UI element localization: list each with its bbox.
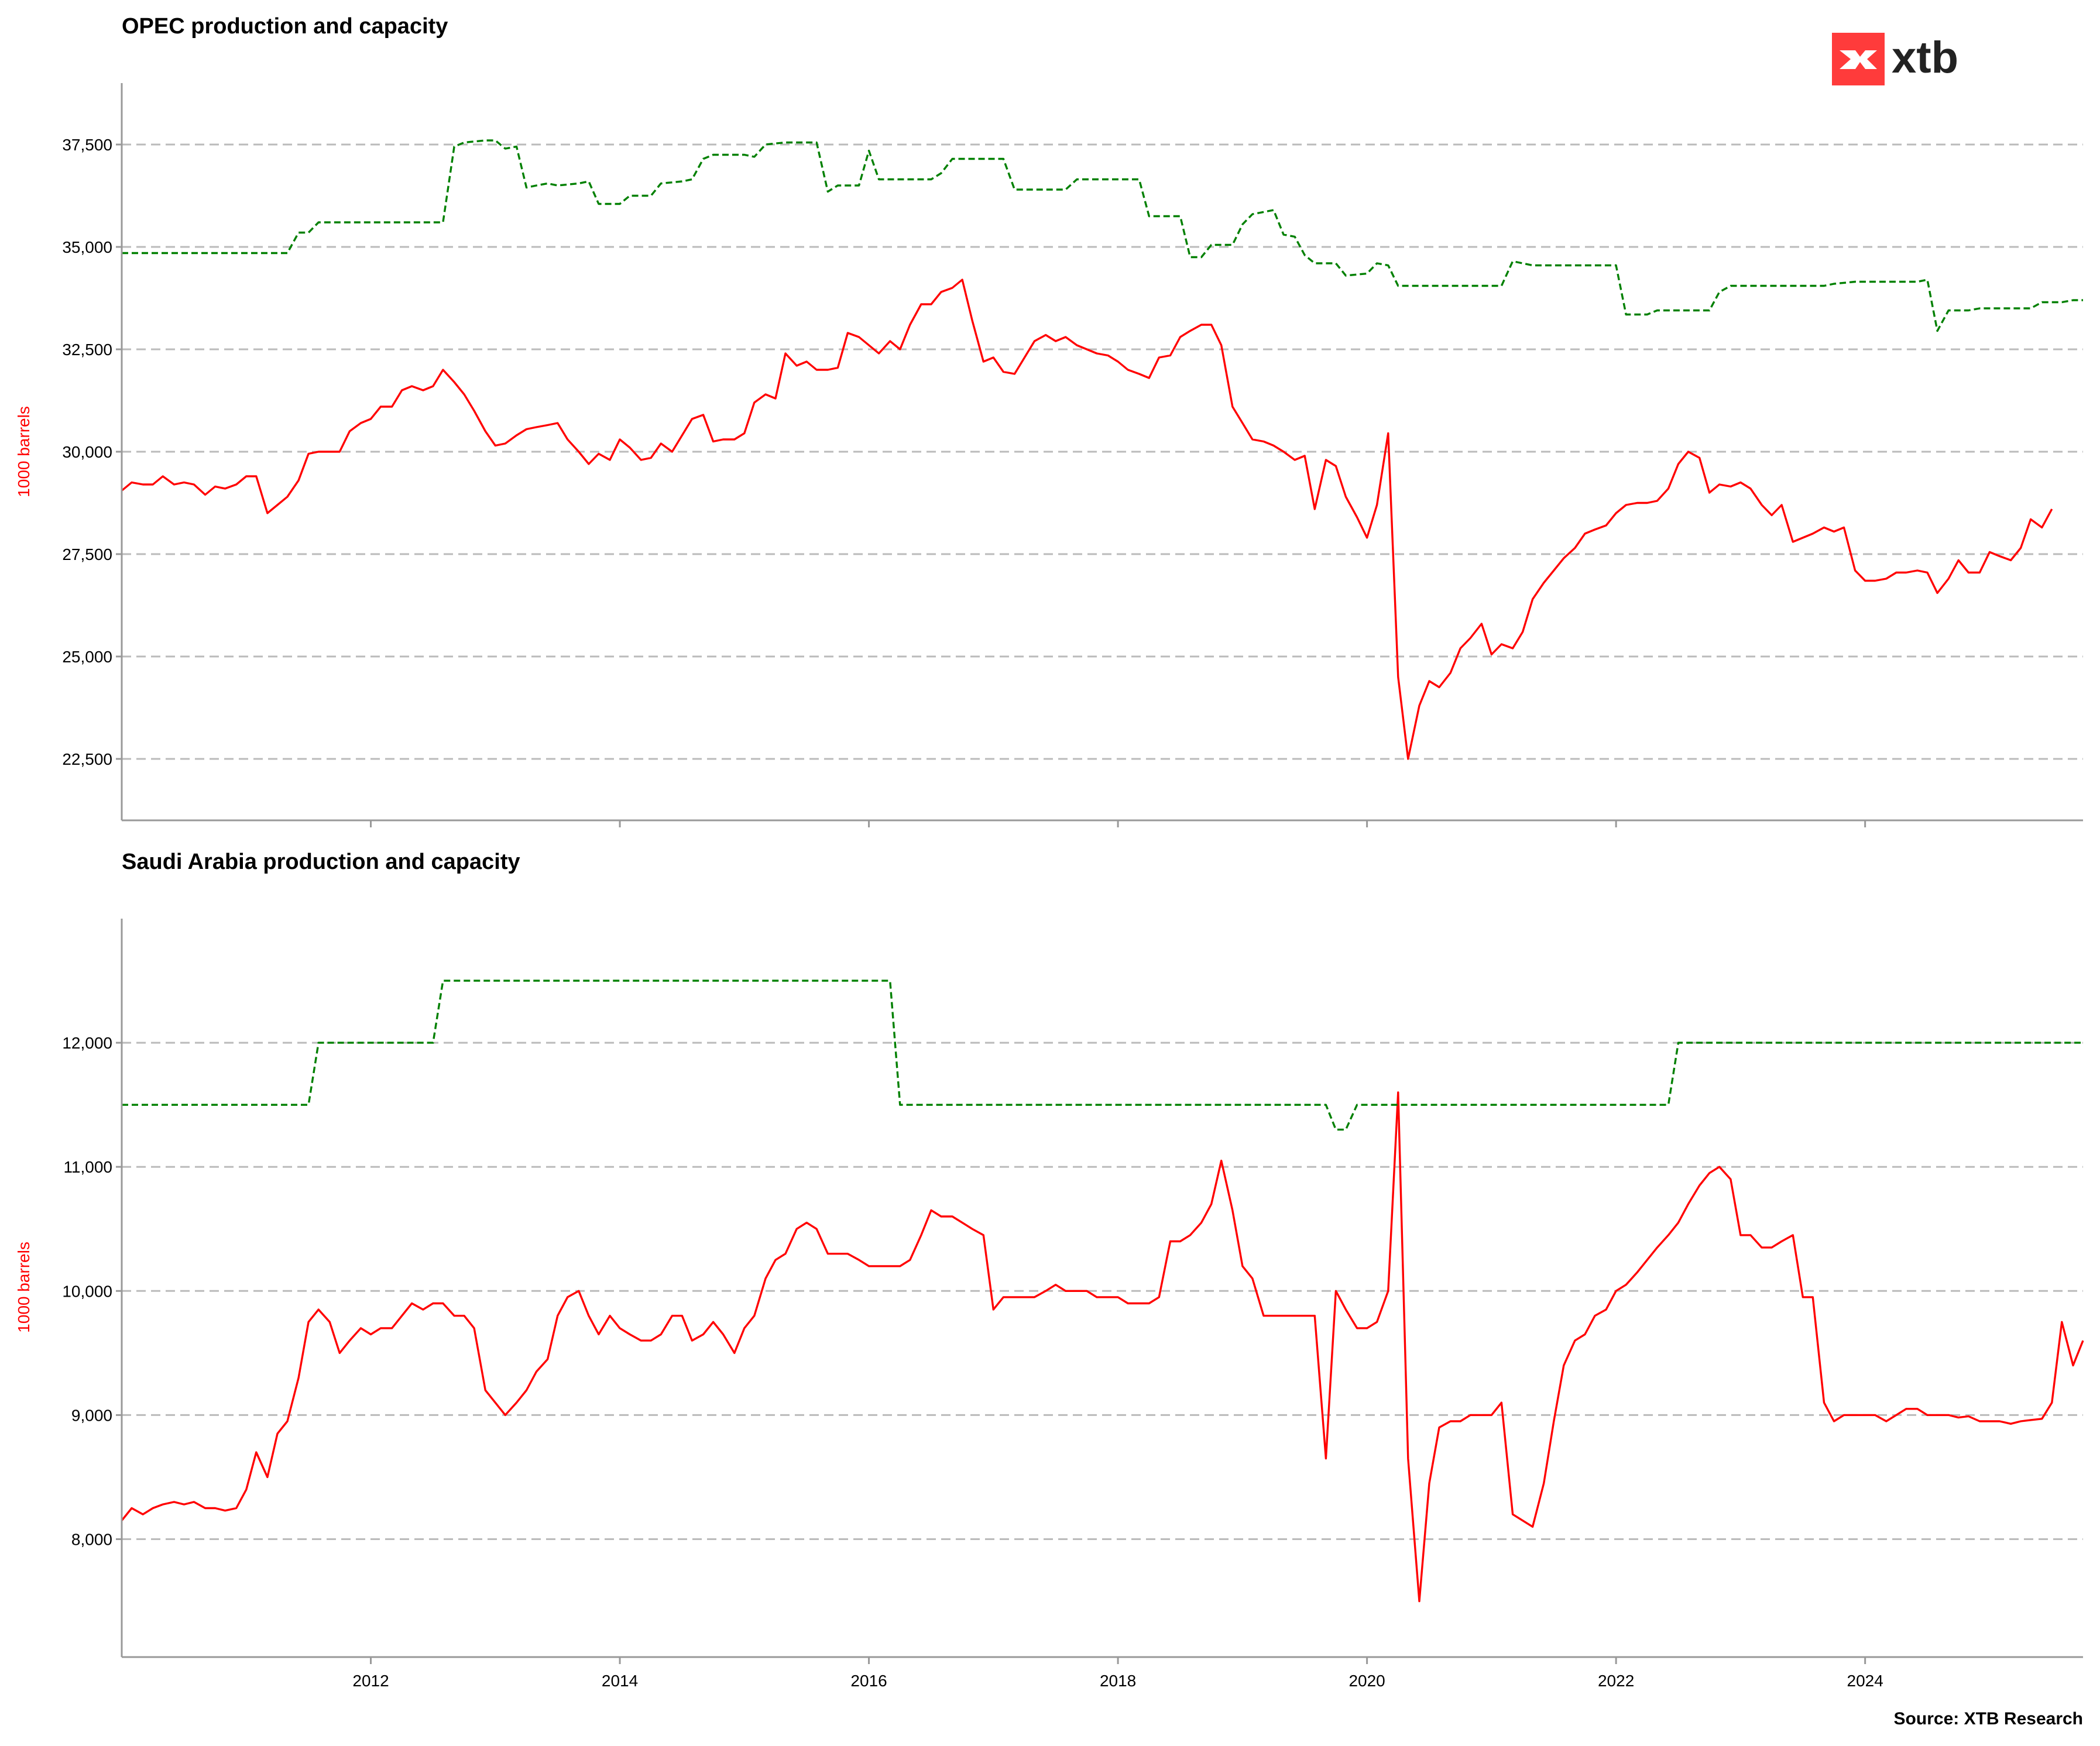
x-tick-label: 2020 <box>1348 1672 1385 1690</box>
y-ticks-opec: 22,500 25,000 27,500 30,000 32,500 35,000 37,5… <box>62 136 122 768</box>
y-tick-label: 11,000 <box>63 1158 112 1176</box>
capacity-line <box>122 139 2083 332</box>
gridlines-opec <box>122 143 2083 760</box>
x-tick-label: 2014 <box>602 1672 638 1690</box>
x-ticks-opec <box>370 820 1866 827</box>
chart-title-saudi: Saudi Arabia production and capacity <box>122 850 520 874</box>
y-tick-label: 25,000 <box>62 648 112 666</box>
y-tick-label: 32,500 <box>62 341 112 359</box>
production-line <box>121 1091 2084 1603</box>
y-tick-label: 12,000 <box>62 1034 112 1052</box>
x-tick-label: 2016 <box>850 1672 887 1690</box>
y-tick-label: 22,500 <box>62 750 112 768</box>
xtb-logo: xtb <box>1832 33 1958 85</box>
source-note: Source: XTB Research <box>1894 1709 2083 1728</box>
y-tick-label: 10,000 <box>62 1282 112 1300</box>
xtb-x-icon <box>1840 50 1877 69</box>
series-lines-opec <box>121 139 2083 760</box>
capacity-line <box>122 979 2083 1131</box>
y-axis-label-opec: 1000 barrels <box>15 406 33 497</box>
y-axis-label-saudi: 1000 barrels <box>15 1242 33 1333</box>
x-tick-label: 2012 <box>352 1672 389 1690</box>
x-tick-label: 2024 <box>1847 1672 1883 1690</box>
x-tick-label: 2018 <box>1100 1672 1136 1690</box>
xtb-logo-text: xtb <box>1892 33 1958 83</box>
y-tick-label: 8,000 <box>71 1531 112 1549</box>
y-tick-label: 9,000 <box>71 1406 112 1424</box>
x-tick-label: 2022 <box>1598 1672 1634 1690</box>
series-lines-saudi <box>121 979 2084 1603</box>
y-tick-label: 30,000 <box>62 443 112 461</box>
y-tick-label: 37,500 <box>62 136 112 154</box>
x-ticks-saudi: 2012 2014 2016 2018 2020 2022 2024 <box>352 1657 1883 1690</box>
y-tick-label: 27,500 <box>62 545 112 563</box>
y-tick-label: 35,000 <box>62 238 112 256</box>
production-line <box>121 279 2053 760</box>
y-ticks-saudi: 8,000 9,000 10,000 11,000 12,000 <box>62 1034 122 1549</box>
chart-title-opec: OPEC production and capacity <box>122 14 448 39</box>
gridlines-saudi <box>122 1042 2083 1541</box>
